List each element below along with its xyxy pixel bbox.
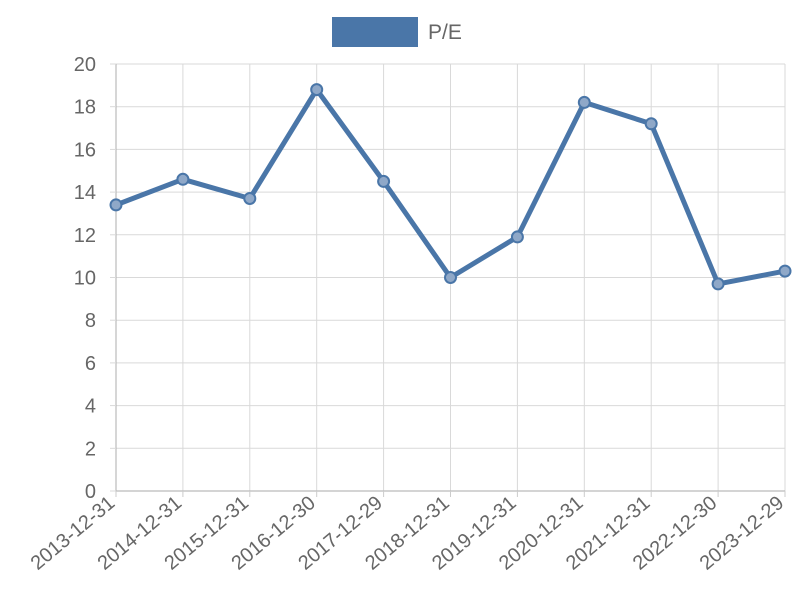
data-point-2022-12-30 — [711, 277, 725, 291]
y-tick-label: 18 — [74, 97, 96, 119]
y-tick-label: 10 — [74, 268, 96, 290]
data-point-2017-12-29 — [377, 174, 391, 188]
data-point-2018-12-31 — [444, 271, 457, 284]
y-tick-label: 8 — [85, 310, 96, 332]
series-group — [109, 83, 792, 291]
legend-label-pe: P/E — [428, 21, 462, 44]
data-point-2016-12-30 — [310, 83, 324, 97]
data-point-2019-12-31 — [510, 230, 524, 244]
data-point-2013-12-31 — [109, 198, 123, 212]
y-tick-label: 14 — [74, 182, 96, 204]
x-axis-ticks: 2013-12-312014-12-312015-12-312016-12-30… — [27, 491, 788, 575]
y-tick-label: 20 — [74, 54, 96, 76]
y-tick-label: 4 — [85, 396, 96, 418]
data-point-2014-12-31 — [176, 172, 190, 186]
y-tick-label: 16 — [74, 139, 96, 161]
y-tick-label: 6 — [85, 353, 96, 375]
legend-swatch-pe — [332, 17, 418, 47]
y-tick-label: 2 — [85, 438, 96, 460]
data-point-2023-12-29 — [778, 264, 792, 278]
y-tick-label: 0 — [85, 481, 96, 503]
y-tick-label: 12 — [74, 225, 96, 247]
y-axis-ticks: 0 2 4 6 8 10 12 14 16 18 20 — [74, 54, 116, 503]
legend: P/E — [332, 17, 462, 47]
data-point-2020-12-31 — [577, 95, 591, 109]
data-point-2015-12-31 — [243, 192, 257, 206]
data-point-2021-12-31 — [644, 117, 658, 131]
